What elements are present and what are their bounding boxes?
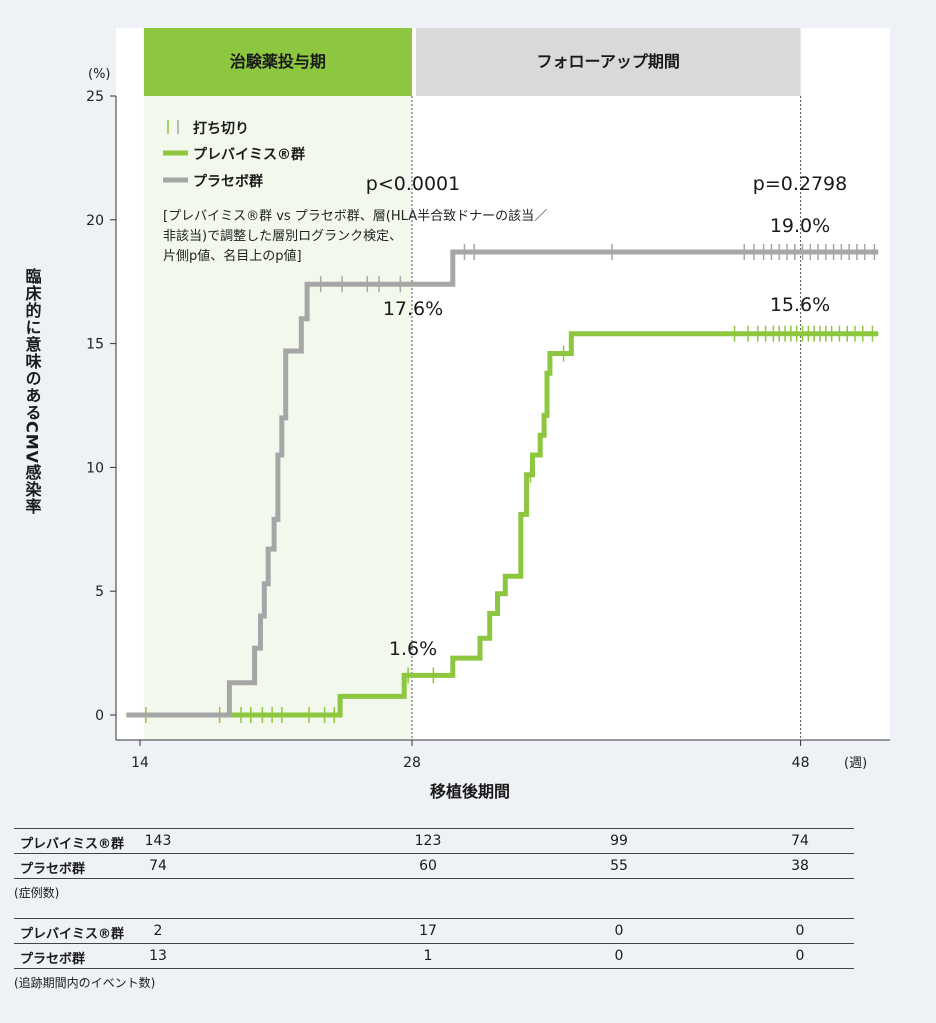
legend-note: 片側p値、名目上のp値] [163,248,302,264]
risk-cell: 38 [791,858,809,874]
p-value: p<0.0001 [366,173,460,195]
legend-label: プラセボ群 [193,173,263,190]
risk-cell: 74 [791,833,809,849]
phase-band-label: 治験薬投与期 [230,52,326,71]
legend-label: 打ち切り [193,120,249,137]
event-cell: 17 [419,923,437,939]
y-tick-label: 15 [86,337,104,353]
y-unit: (%) [88,67,111,82]
y-tick-label: 20 [86,213,104,229]
event-cell: 0 [614,948,624,964]
x-tick-label: 14 [131,755,149,771]
risk-row-label: プレバイミス®群 [20,837,125,852]
y-tick-label: 10 [86,460,104,476]
x-tick-label: 28 [403,755,421,771]
risk-cell: 143 [144,833,172,849]
risk-row-placebo: プラセボ群 74 60 55 38 [14,854,854,879]
y-tick-label: 5 [95,584,104,600]
km-chart: 治験薬投与期 フォローアップ期間 0 5 10 15 20 25 14 28 48 (%) (週) 移植後… [23,28,890,800]
annotation-label: 17.6% [383,298,443,320]
risk-cell: 99 [610,833,628,849]
event-cell: 0 [795,923,805,939]
risk-table: プレバイミス®群 143 123 99 74 プラセボ群 74 60 55 38 [14,828,854,879]
series-line-prevymis [126,331,879,718]
legend-label: プレバイミス®群 [193,146,305,163]
risk-row-prevymis: プレバイミス®群 143 123 99 74 [14,828,854,854]
risk-table-note: (症例数) [14,886,60,900]
event-table: プレバイミス®群 2 17 0 0 プラセボ群 13 1 0 0 [14,918,854,969]
event-cell: 1 [423,948,433,964]
p-value: p=0.2798 [753,173,847,195]
series-line-placebo [126,249,879,718]
event-cell: 0 [795,948,805,964]
event-cell: 2 [153,923,163,939]
event-row-label: プレバイミス®群 [20,927,125,942]
x-unit: (週) [844,756,867,771]
risk-row-label: プラセボ群 [20,862,86,877]
y-axis-title: 臨床的に意味のあるCMV感染率 [23,267,43,515]
phase-band [415,28,801,96]
risk-cell: 60 [419,858,437,874]
phase-band [143,28,412,96]
x-axis-title: 移植後期間 [430,782,510,800]
dosing-period-area [143,96,412,740]
risk-cell: 55 [610,858,628,874]
risk-cell: 123 [414,833,442,849]
annotation-label: 19.0% [770,215,830,237]
event-row-label: プラセボ群 [20,952,86,967]
x-tick-label: 48 [792,755,810,771]
y-tick-label: 0 [95,708,104,724]
event-cell: 13 [149,948,167,964]
event-cell: 0 [614,923,624,939]
annotation-label: 15.6% [770,294,830,316]
annotation-label: 1.6% [389,638,437,660]
risk-cell: 74 [149,858,167,874]
legend-note: [プレバイミス®群 vs プラセボ群、層(HLA半合致ドナーの該当／ [163,208,547,224]
event-row-prevymis: プレバイミス®群 2 17 0 0 [14,918,854,944]
event-table-note: (追跡期間内のイベント数) [14,976,156,990]
phase-band-label: フォローアップ期間 [537,52,680,71]
legend-note: 非該当)で調整した層別ログランク検定、 [163,228,402,244]
event-row-placebo: プラセボ群 13 1 0 0 [14,944,854,969]
y-tick-label: 25 [86,89,104,105]
